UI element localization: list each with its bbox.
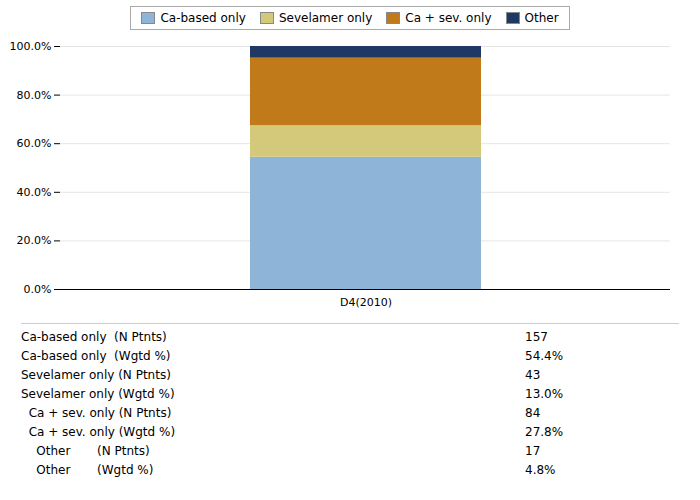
svg-text:80.0%: 80.0% (17, 89, 52, 102)
html-text:4.8%: 4.8% (525, 463, 556, 477)
html-text:Ca-based only (N Ptnts): Ca-based only (N Ptnts) (21, 330, 167, 344)
html-text:54.4%: 54.4% (525, 349, 564, 363)
html-text:Ca + sev. only (N Ptnts): Ca + sev. only (N Ptnts) (21, 406, 172, 420)
html-text:Sevelamer only: Sevelamer only (278, 11, 373, 25)
html-text:Sevelamer only (N Ptnts): Sevelamer only (N Ptnts) (21, 368, 171, 382)
svg-text:0.0%: 0.0% (24, 283, 52, 296)
html-text:27.8%: 27.8% (525, 425, 564, 439)
html-text:Sevelamer only (Wgtd %): Sevelamer only (Wgtd %) (21, 387, 175, 401)
html-text:43: 43 (525, 368, 541, 382)
html-text:17: 17 (525, 444, 541, 458)
html-text:Ca + sev. only: Ca + sev. only (405, 11, 492, 25)
html-text:Ca-based only: Ca-based only (160, 11, 246, 25)
html-text:Ca + sev. only (Wgtd %): Ca + sev. only (Wgtd %) (21, 425, 176, 439)
svg-text:40.0%: 40.0% (17, 186, 52, 199)
svg-text:D4(2010): D4(2010) (340, 296, 392, 309)
html-text:Ca-based only (Wgtd %): Ca-based only (Wgtd %) (21, 349, 171, 363)
svg-text:60.0%: 60.0% (17, 137, 52, 150)
svg-text:20.0%: 20.0% (17, 234, 52, 247)
html-text:Other: Other (524, 11, 559, 25)
html-text:Other (N Ptnts): Other (N Ptnts) (21, 444, 150, 458)
html-text:84: 84 (525, 406, 541, 420)
html-text:Other (Wgtd %): Other (Wgtd %) (21, 463, 154, 477)
html-text:157: 157 (525, 330, 548, 344)
html-text:13.0%: 13.0% (525, 387, 564, 401)
svg-text:100.0%: 100.0% (10, 40, 52, 53)
